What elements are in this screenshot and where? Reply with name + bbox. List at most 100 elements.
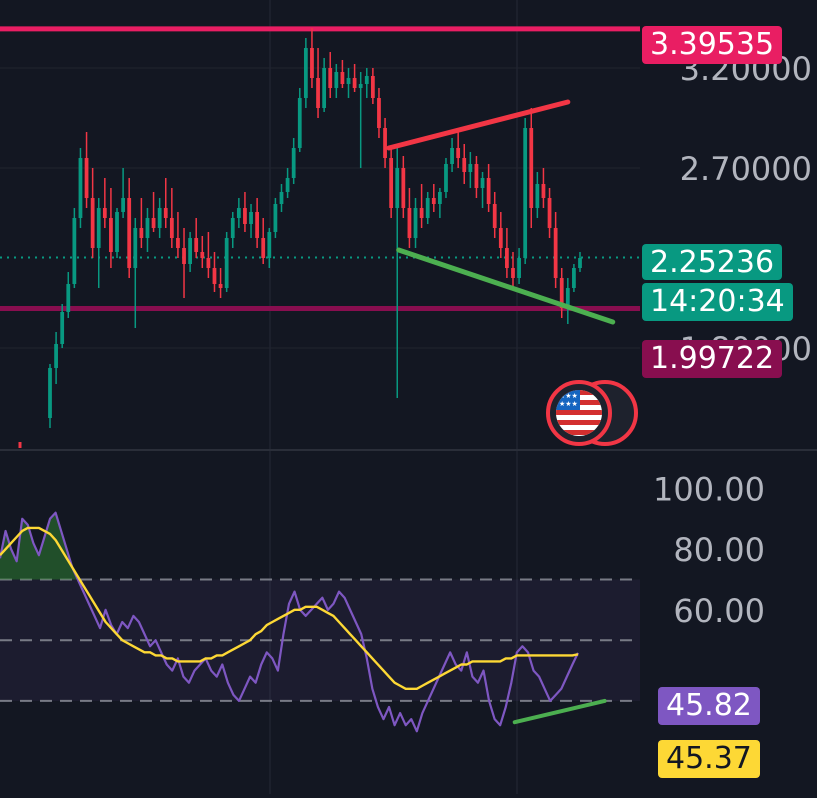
candle-body <box>279 192 284 204</box>
candle-body <box>498 228 503 248</box>
rsi-ma-value-badge: 45.37 <box>658 740 760 778</box>
candle-body <box>169 218 174 238</box>
candle-body <box>492 204 497 228</box>
candle-body <box>54 344 58 368</box>
candle-body <box>322 68 327 108</box>
candle-body <box>90 198 95 248</box>
candle-body <box>517 258 521 278</box>
candle-body <box>444 164 448 192</box>
candle-body <box>139 228 144 238</box>
rsi-overbought-fill <box>0 512 578 580</box>
candle-body <box>230 218 235 238</box>
candle-body <box>431 198 436 204</box>
candle-body <box>456 148 461 158</box>
candle-body <box>151 218 156 228</box>
candle-body <box>529 128 534 208</box>
candle-body <box>523 128 528 258</box>
candle-body <box>395 168 400 208</box>
candle-body <box>364 76 369 84</box>
rsi-axis-tick-label: 100.00 <box>653 470 765 508</box>
candle-body <box>78 158 83 218</box>
candle-body <box>377 98 381 128</box>
candle-body <box>96 208 101 248</box>
candle-body <box>346 78 351 84</box>
candle-body <box>572 268 576 288</box>
candle-body <box>310 48 314 78</box>
candle-body <box>236 208 241 218</box>
candle-body <box>249 212 253 224</box>
us-flag-event-icon[interactable]: ★★★ ★★★ <box>546 380 638 446</box>
candle-body <box>407 208 412 238</box>
candle-body <box>255 212 260 238</box>
candle-body <box>291 148 296 178</box>
candle-body <box>334 72 339 88</box>
candle-body <box>425 198 430 218</box>
candle-body <box>200 252 205 258</box>
svg-text:★★★: ★★★ <box>559 392 578 400</box>
lower-trendline <box>396 247 616 325</box>
candle-body <box>358 84 363 88</box>
candle-body <box>474 164 479 188</box>
candle-body <box>370 76 375 98</box>
candle-body <box>535 184 540 208</box>
candle-body <box>316 78 320 108</box>
support-price-badge: 1.99722 <box>642 340 783 378</box>
candle-body <box>115 212 119 252</box>
candle-body <box>212 268 217 284</box>
candle-body <box>559 278 564 308</box>
rsi-trendline <box>512 698 607 725</box>
rsi-line <box>0 511 579 733</box>
candle-body <box>505 248 509 268</box>
candle-body <box>565 288 570 308</box>
candle-body <box>389 158 394 208</box>
candle-body <box>547 198 552 228</box>
candle-body <box>145 218 150 238</box>
candle-body <box>176 238 180 248</box>
price-axis-tick-label: 2.70000 <box>680 150 812 188</box>
rsi-axis-tick-label: 60.00 <box>673 592 765 630</box>
candle-body <box>450 148 454 164</box>
candle-body <box>109 218 113 252</box>
candle-body <box>66 284 71 312</box>
candle-body <box>468 164 473 172</box>
candle-body <box>102 208 107 218</box>
candle-body <box>60 312 65 344</box>
candle-body <box>486 178 491 204</box>
candle-body <box>182 248 186 264</box>
candle-body <box>297 98 302 148</box>
candle-body <box>133 228 138 268</box>
candle-body <box>401 168 406 208</box>
candle-body <box>224 238 229 288</box>
rsi-value-badge: 45.82 <box>658 687 760 725</box>
current-price-badge: 2.25236 <box>642 244 783 280</box>
resistance-price-badge: 3.39535 <box>642 26 783 64</box>
candle-body <box>84 158 89 198</box>
upper-trendline <box>386 99 571 151</box>
candle-body <box>48 368 52 418</box>
candle-body <box>157 208 162 228</box>
candle-body <box>480 178 485 188</box>
candle-body <box>267 232 272 258</box>
candle-body <box>163 208 168 218</box>
svg-text:★★★: ★★★ <box>559 400 578 408</box>
countdown-badge: 14:20:34 <box>642 283 793 321</box>
candle-body <box>413 208 418 238</box>
candle-body <box>328 68 333 88</box>
candle-body <box>127 198 132 268</box>
candle-body <box>437 192 442 204</box>
candle-body <box>352 78 357 88</box>
candle-body <box>188 238 193 264</box>
candle-body <box>511 268 515 278</box>
us-flag-icon: ★★★ ★★★ <box>546 380 612 446</box>
candle-body <box>340 72 345 84</box>
candle-body <box>462 158 467 172</box>
candle-body <box>121 198 125 212</box>
candle-body <box>383 128 387 158</box>
candle-body <box>194 238 199 252</box>
candle-body <box>273 204 278 232</box>
candle-body <box>72 218 77 284</box>
candle-body <box>578 258 582 268</box>
rsi-axis-tick-label: 80.00 <box>673 531 765 569</box>
